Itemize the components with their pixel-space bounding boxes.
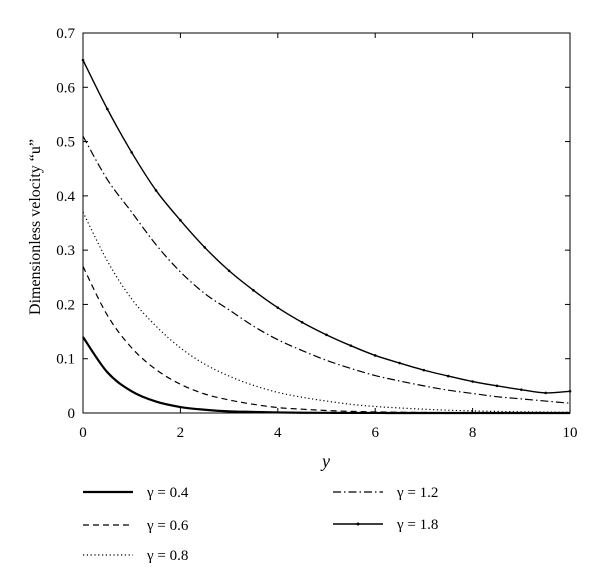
series-point bbox=[252, 289, 255, 292]
series-point bbox=[227, 269, 231, 273]
series-line-2 bbox=[82, 266, 571, 414]
y-tick-label: 0 bbox=[68, 406, 76, 422]
series-line-1 bbox=[82, 336, 570, 415]
y-tick-label: 0.2 bbox=[56, 297, 75, 313]
legend: γ = 0.4 γ = 0.6 γ = 0.8 γ = 1.2 γ = 1.8 bbox=[83, 485, 438, 564]
x-axis-label: y bbox=[320, 451, 330, 471]
x-tick-label: 6 bbox=[371, 425, 379, 441]
series-point bbox=[446, 374, 450, 378]
y-tick-label: 0.6 bbox=[56, 80, 75, 96]
plot-frame bbox=[82, 32, 571, 414]
x-tick-label: 2 bbox=[177, 425, 185, 441]
series-point bbox=[398, 361, 401, 365]
series-line-5 bbox=[82, 59, 571, 394]
series-point bbox=[373, 354, 377, 357]
y-tick-label: 0.5 bbox=[56, 135, 75, 151]
y-axis-label: Dimensionless velocity “u” bbox=[27, 139, 44, 315]
series-point bbox=[81, 58, 85, 62]
legend-point bbox=[356, 522, 360, 526]
series-point bbox=[422, 368, 426, 372]
y-tick-label: 0.4 bbox=[56, 189, 75, 205]
series-point bbox=[349, 344, 353, 347]
series-point bbox=[495, 384, 499, 388]
y-tick-label: 0.7 bbox=[56, 26, 75, 42]
x-tick-label: 0 bbox=[79, 425, 87, 441]
series-point bbox=[300, 321, 304, 324]
x-tick-label: 8 bbox=[469, 425, 477, 441]
series-point bbox=[106, 107, 109, 111]
series-line-4 bbox=[82, 135, 571, 404]
legend-label-1: γ = 0.4 bbox=[146, 485, 189, 501]
series-point bbox=[544, 391, 547, 395]
series-point bbox=[276, 306, 280, 309]
series-point bbox=[471, 380, 474, 383]
series-point bbox=[130, 151, 133, 154]
series-point bbox=[520, 388, 523, 391]
legend-label-4: γ = 1.2 bbox=[396, 485, 438, 501]
plot-area: 0 2 4 6 8 10 0 0.1 0.2 0.3 0.4 0.5 0.6 0.7 bbox=[56, 26, 577, 441]
x-tick-label: 4 bbox=[274, 425, 282, 441]
series-point bbox=[154, 189, 158, 192]
legend-label-3: γ = 0.8 bbox=[146, 548, 188, 564]
x-tick-label: 10 bbox=[563, 425, 578, 441]
series-point bbox=[179, 218, 182, 222]
series-point bbox=[325, 333, 328, 337]
legend-label-5: γ = 1.8 bbox=[396, 517, 438, 533]
y-tick-label: 0.3 bbox=[56, 243, 75, 259]
legend-label-2: γ = 0.6 bbox=[146, 518, 189, 534]
series-point bbox=[568, 389, 572, 393]
y-tick-label: 0.1 bbox=[56, 352, 75, 368]
series-line-3 bbox=[82, 211, 571, 413]
series-point bbox=[203, 246, 207, 249]
